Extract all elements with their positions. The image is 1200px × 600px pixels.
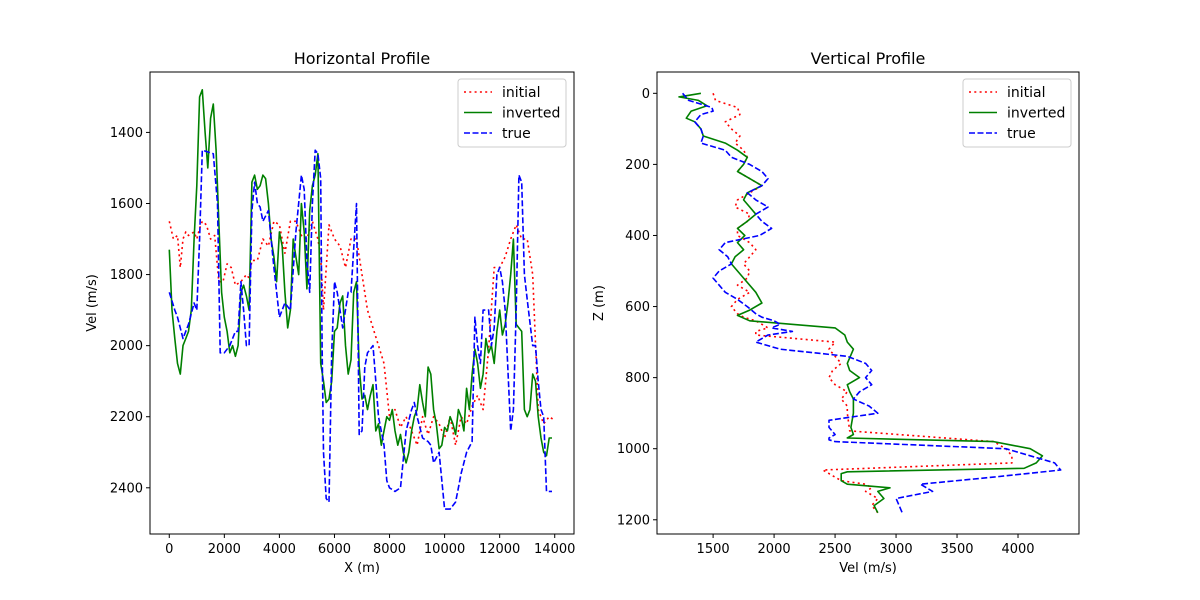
x-tick-label: 1500 xyxy=(697,542,730,557)
x-tick-label: 14000 xyxy=(534,542,575,557)
x-tick-label: 2000 xyxy=(758,542,791,557)
chart-2: 1500 2000 2500 3000 3500 4000 0 200 400 600 800 100… xyxy=(592,49,1080,576)
y-axis-label: Z (m) xyxy=(592,285,607,321)
y-tick-label: 1400 xyxy=(110,126,143,141)
legend-label-true: true xyxy=(502,126,531,142)
x-tick-label: 12000 xyxy=(479,542,520,557)
y-tick-label: 1600 xyxy=(110,197,143,212)
y-tick-label: 1800 xyxy=(110,268,143,283)
legend: initial inverted true xyxy=(962,78,1072,148)
x-tick-label: 2000 xyxy=(208,542,241,557)
series-line-initial xyxy=(168,220,556,447)
legend: initial inverted true xyxy=(457,78,567,148)
legend-label-initial: initial xyxy=(502,85,541,101)
x-tick-label: 2500 xyxy=(819,542,852,557)
x-tick-label: 4000 xyxy=(1001,542,1034,557)
legend-box xyxy=(457,78,567,148)
series-line-initial xyxy=(712,93,1013,514)
y-axis-label: Vel (m/s) xyxy=(85,274,100,332)
legend-label-inverted: inverted xyxy=(502,106,560,122)
y-tick-label: 1200 xyxy=(617,513,650,528)
y-tick-label: 400 xyxy=(625,229,650,244)
y-tick-label: 600 xyxy=(625,300,650,315)
x-axis-label: X (m) xyxy=(344,561,380,576)
chart-1: 0 2000 4000 6000 8000 10000 12000 14000 1400 1600… xyxy=(85,49,575,576)
y-tick-label: 2400 xyxy=(110,481,143,496)
legend-label-initial: initial xyxy=(1007,85,1046,101)
legend-box xyxy=(962,78,1072,148)
x-tick-label: 8000 xyxy=(373,542,406,557)
x-axis-label: Vel (m/s) xyxy=(839,561,897,576)
x-tick-label: 4000 xyxy=(263,542,296,557)
y-tick-label: 2200 xyxy=(110,410,143,425)
y-tick-label: 200 xyxy=(625,158,650,173)
x-tick-label: 6000 xyxy=(318,542,351,557)
y-tick-label: 800 xyxy=(625,371,650,386)
series-line-inverted xyxy=(678,92,1044,514)
series-line-inverted xyxy=(168,89,552,464)
y-tick-label: 0 xyxy=(642,87,650,102)
legend-label-true: true xyxy=(1007,126,1036,142)
x-tick-label: 3000 xyxy=(880,542,913,557)
x-tick-label: 3500 xyxy=(940,542,973,557)
chart-title: Vertical Profile xyxy=(811,49,926,68)
series-line-true xyxy=(168,149,552,510)
series-line-true xyxy=(681,92,1062,514)
y-tick-label: 2000 xyxy=(110,339,143,354)
x-tick-label: 0 xyxy=(165,542,173,557)
axes-frame xyxy=(149,71,575,535)
chart-title: Horizontal Profile xyxy=(294,49,431,68)
x-tick-label: 10000 xyxy=(424,542,465,557)
axes-frame xyxy=(656,71,1080,535)
legend-label-inverted: inverted xyxy=(1007,106,1065,122)
y-tick-label: 1000 xyxy=(617,442,650,457)
